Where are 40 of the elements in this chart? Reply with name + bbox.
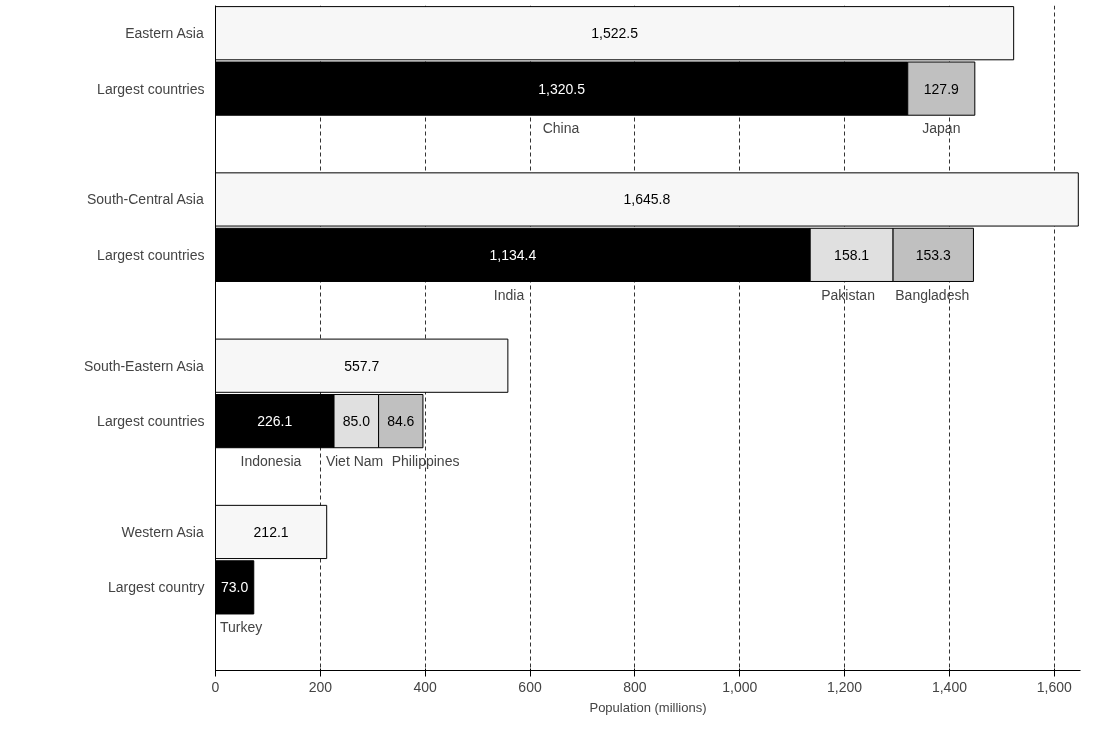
x-axis-title: Population (millions) xyxy=(589,699,707,715)
annotation: China xyxy=(542,120,580,137)
x-tick-label: 200 xyxy=(308,678,333,695)
x-tick-label: 1,000 xyxy=(722,678,758,695)
data-label: 153.3 xyxy=(915,246,951,263)
data-label: 1,320.5 xyxy=(538,80,586,97)
x-tick-label: 600 xyxy=(518,678,542,695)
y-tick-label: Largest country xyxy=(108,579,205,596)
annotation: India xyxy=(493,286,525,303)
data-label: 226.1 xyxy=(257,413,293,430)
y-tick-label: South-Eastern Asia xyxy=(83,357,204,374)
x-tick-label: 1,600 xyxy=(1036,678,1073,695)
annotation: Viet Nam xyxy=(325,452,384,469)
x-tick-label: 1,200 xyxy=(827,678,863,695)
annotation: Philippines xyxy=(391,452,460,469)
annotation: Pakistan xyxy=(821,286,875,303)
y-tick-label: Eastern Asia xyxy=(125,25,204,42)
y-tick-label: Largest countries xyxy=(97,80,205,97)
data-label: 1,645.8 xyxy=(623,191,671,208)
annotation: Bangladesh xyxy=(895,286,970,303)
annotation: Indonesia xyxy=(240,452,302,469)
x-tick-label: 800 xyxy=(623,678,647,695)
y-tick-label: South-Central Asia xyxy=(87,191,204,208)
data-label: 73.0 xyxy=(221,579,249,596)
data-label: 85.0 xyxy=(342,413,371,430)
data-label: 1,522.5 xyxy=(591,25,639,42)
annotation: Japan xyxy=(922,120,961,137)
data-label: 158.1 xyxy=(834,246,870,263)
data-label: 84.6 xyxy=(387,413,415,430)
data-label: 557.7 xyxy=(344,357,380,374)
annotation: Turkey xyxy=(219,619,263,636)
data-label: 212.1 xyxy=(253,523,289,540)
x-tick-label: 0 xyxy=(211,678,220,695)
y-tick-label: Largest countries xyxy=(97,413,205,430)
y-tick-label: Western Asia xyxy=(121,523,204,540)
data-label: 127.9 xyxy=(923,80,960,97)
x-tick-label: 1,400 xyxy=(931,678,968,695)
data-label: 1,134.4 xyxy=(489,246,537,263)
x-tick-label: 400 xyxy=(413,678,438,695)
y-tick-label: Largest countries xyxy=(97,246,205,263)
